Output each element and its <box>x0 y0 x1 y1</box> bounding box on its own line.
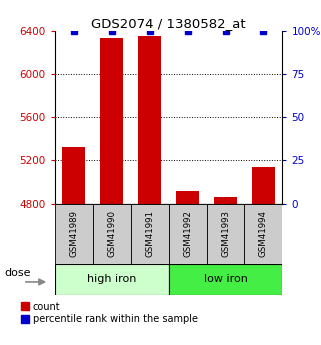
Bar <box>55 204 92 264</box>
Text: GSM41990: GSM41990 <box>107 210 116 257</box>
Bar <box>245 204 282 264</box>
Bar <box>176 190 199 204</box>
Bar <box>92 204 131 264</box>
Legend: count, percentile rank within the sample: count, percentile rank within the sample <box>21 302 198 325</box>
Text: GSM41992: GSM41992 <box>183 210 192 257</box>
Bar <box>100 38 123 204</box>
Bar <box>62 148 85 204</box>
Text: GSM41994: GSM41994 <box>259 210 268 257</box>
Bar <box>214 197 237 204</box>
Text: dose: dose <box>4 268 31 278</box>
Bar <box>55 264 169 295</box>
Title: GDS2074 / 1380582_at: GDS2074 / 1380582_at <box>91 17 246 30</box>
Text: low iron: low iron <box>204 275 247 284</box>
Text: high iron: high iron <box>87 275 136 284</box>
Text: GSM41989: GSM41989 <box>69 210 78 257</box>
Bar <box>131 204 169 264</box>
Text: GSM41993: GSM41993 <box>221 210 230 257</box>
Bar <box>252 167 275 204</box>
Bar <box>138 36 161 204</box>
Bar <box>169 204 206 264</box>
Text: GSM41991: GSM41991 <box>145 210 154 257</box>
Bar <box>169 264 282 295</box>
Bar <box>206 204 245 264</box>
